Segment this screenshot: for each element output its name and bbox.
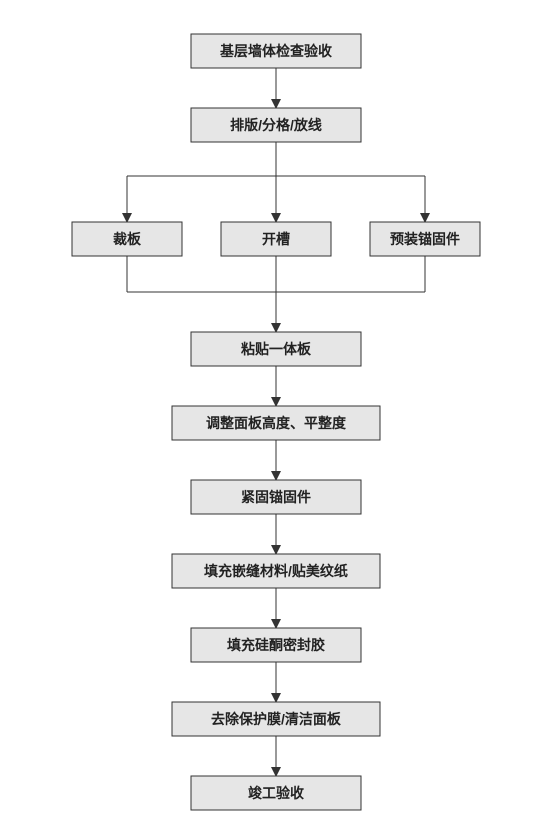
flow-node-label: 开槽 xyxy=(262,231,290,247)
flow-node-label: 粘贴一体板 xyxy=(241,341,312,357)
flow-node-n3c: 预装锚固件 xyxy=(370,222,480,256)
flow-node-label: 填充硅酮密封胶 xyxy=(227,637,325,653)
flow-node-n5: 调整面板高度、平整度 xyxy=(172,406,380,440)
flow-node-label: 预装锚固件 xyxy=(390,231,460,247)
flow-node-n4: 粘贴一体板 xyxy=(191,332,361,366)
flow-node-label: 裁板 xyxy=(113,231,142,247)
flow-node-label: 排版/分格/放线 xyxy=(230,117,322,133)
flow-node-n3a: 裁板 xyxy=(72,222,182,256)
flow-node-n2: 排版/分格/放线 xyxy=(191,108,361,142)
flow-node-n8: 填充硅酮密封胶 xyxy=(191,628,361,662)
flow-node-label: 去除保护膜/清洁面板 xyxy=(211,711,342,727)
flow-node-n10: 竣工验收 xyxy=(191,776,361,810)
flow-node-label: 竣工验收 xyxy=(248,785,305,801)
flow-node-n7: 填充嵌缝材料/贴美纹纸 xyxy=(172,554,380,588)
flow-node-label: 基层墙体检查验收 xyxy=(220,43,333,59)
flow-node-n6: 紧固锚固件 xyxy=(191,480,361,514)
flow-node-n9: 去除保护膜/清洁面板 xyxy=(172,702,380,736)
flow-node-label: 紧固锚固件 xyxy=(241,489,311,505)
flow-node-label: 填充嵌缝材料/贴美纹纸 xyxy=(204,563,348,579)
flowchart: 基层墙体检查验收排版/分格/放线裁板 开槽 预装锚固件粘贴一体板调整面板高度、平整度… xyxy=(0,0,552,824)
flow-node-n3b: 开槽 xyxy=(221,222,331,256)
flow-node-n1: 基层墙体检查验收 xyxy=(191,34,361,68)
flow-node-label: 调整面板高度、平整度 xyxy=(206,415,347,431)
